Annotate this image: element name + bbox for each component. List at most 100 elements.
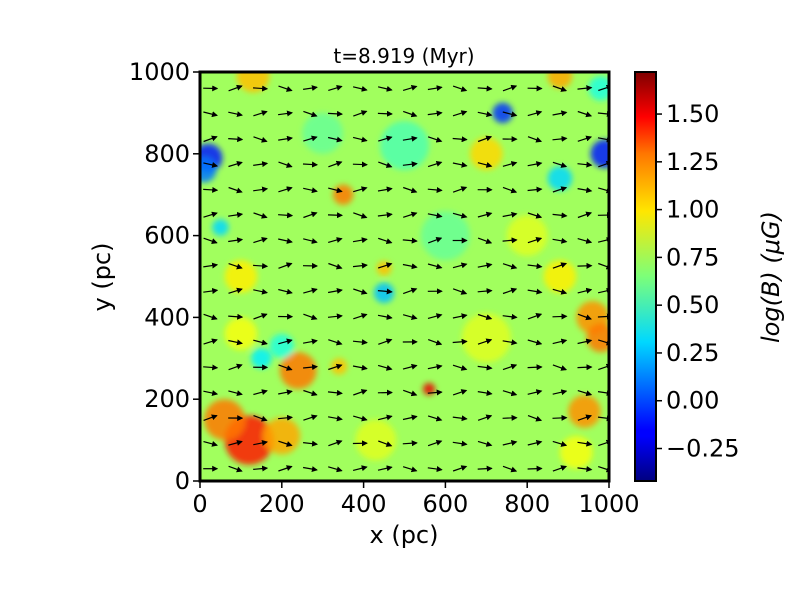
chart-title: t=8.919 (Myr) xyxy=(333,44,474,68)
heatmap-feature xyxy=(379,121,430,171)
field-vector xyxy=(597,237,609,243)
field-vector xyxy=(203,414,218,421)
heatmap-feature xyxy=(332,184,354,205)
field-vector xyxy=(527,110,543,117)
field-vector xyxy=(527,186,543,193)
field-vector xyxy=(228,465,243,473)
y-axis: 0 200 400 600 800 1000 xyxy=(129,58,200,495)
field-vector xyxy=(427,466,443,472)
field-vector xyxy=(427,212,443,219)
field-vector xyxy=(452,313,468,320)
field-vector xyxy=(427,339,443,346)
field-vector xyxy=(303,135,318,142)
field-vector xyxy=(552,161,568,168)
field-vector xyxy=(377,465,393,472)
field-vector xyxy=(577,313,592,321)
field-vector xyxy=(552,85,568,92)
colorbar-label: log(B) (μG) xyxy=(757,211,785,343)
field-vector xyxy=(577,414,593,421)
field-vector xyxy=(278,85,293,92)
field-vector xyxy=(353,415,368,422)
field-vector xyxy=(427,136,443,143)
field-vector xyxy=(502,414,518,421)
field-vector xyxy=(203,364,219,371)
plot-frame xyxy=(198,70,611,483)
field-vector xyxy=(278,161,293,168)
field-vector xyxy=(402,314,418,320)
x-axis: 0 200 400 600 800 1000 xyxy=(192,481,640,518)
field-vector xyxy=(502,465,518,473)
field-vector xyxy=(402,287,418,295)
field-vector xyxy=(402,84,418,91)
field-vector xyxy=(402,161,418,168)
field-vector xyxy=(452,110,468,117)
field-vector xyxy=(598,339,609,346)
field-vector xyxy=(378,161,393,168)
field-vector xyxy=(228,136,244,143)
colorbar-ticks: −0.25 0.00 0.25 0.50 0.75 1.00 1.25 1.50 xyxy=(656,100,740,463)
field-vector xyxy=(353,212,368,219)
field-vector xyxy=(253,440,268,446)
field-vector xyxy=(253,313,268,320)
field-vector xyxy=(377,186,393,193)
field-vector xyxy=(477,364,493,371)
field-vector xyxy=(228,237,244,244)
field-vector xyxy=(452,389,468,396)
field-vector xyxy=(352,161,368,168)
heatmap-feature xyxy=(373,282,395,304)
field-vector xyxy=(302,161,318,168)
field-vector xyxy=(377,211,393,218)
field-vector xyxy=(303,440,318,447)
heatmap-feature xyxy=(420,211,470,261)
field-vector xyxy=(477,338,493,345)
field-vector xyxy=(327,110,343,117)
field-vector xyxy=(377,414,393,421)
field-vector xyxy=(253,186,269,193)
field-vector xyxy=(203,237,218,244)
field-vector xyxy=(477,313,493,321)
field-vector xyxy=(552,364,568,371)
x-tick-label: 200 xyxy=(259,490,305,518)
field-vector xyxy=(377,314,393,320)
field-vector xyxy=(577,211,593,219)
field-vector xyxy=(527,136,543,143)
field-vector xyxy=(228,339,243,346)
field-vector xyxy=(527,212,543,219)
field-vector xyxy=(597,110,609,117)
field-vector xyxy=(577,466,593,472)
field-vector xyxy=(228,211,244,218)
field-vector xyxy=(402,440,418,447)
y-tick-label: 600 xyxy=(144,222,190,250)
field-vector xyxy=(577,161,593,168)
x-axis-label: x (pc) xyxy=(370,521,439,549)
y-tick-label: 800 xyxy=(144,140,190,168)
field-vector xyxy=(328,339,343,346)
field-vectors xyxy=(203,84,609,473)
field-vector xyxy=(253,161,269,168)
colorbar: −0.25 0.00 0.25 0.50 0.75 1.00 1.25 1.50 log(B)… xyxy=(634,71,785,482)
field-vector xyxy=(352,364,368,371)
field-vector xyxy=(278,414,293,421)
field-vector xyxy=(402,237,418,244)
heatmap-feature xyxy=(588,76,609,101)
field-vector xyxy=(278,212,294,219)
x-tick-label: 0 xyxy=(192,490,207,518)
field-vector xyxy=(598,187,609,194)
field-vector xyxy=(303,414,318,421)
colorbar-tick-label: 0.75 xyxy=(666,243,719,271)
field-vector xyxy=(253,465,269,472)
field-vector xyxy=(527,364,543,371)
field-vector xyxy=(402,414,418,421)
field-vector xyxy=(502,263,518,270)
field-vector xyxy=(502,390,518,397)
field-vector xyxy=(477,111,493,118)
field-vector xyxy=(203,390,219,396)
field-vector xyxy=(577,287,593,294)
field-vector xyxy=(527,339,543,346)
field-vector xyxy=(502,211,518,218)
heatmap-feature xyxy=(547,166,573,191)
field-vector xyxy=(403,110,418,118)
field-vector xyxy=(597,415,609,422)
y-tick-label: 200 xyxy=(144,385,190,413)
field-vector xyxy=(502,186,518,194)
